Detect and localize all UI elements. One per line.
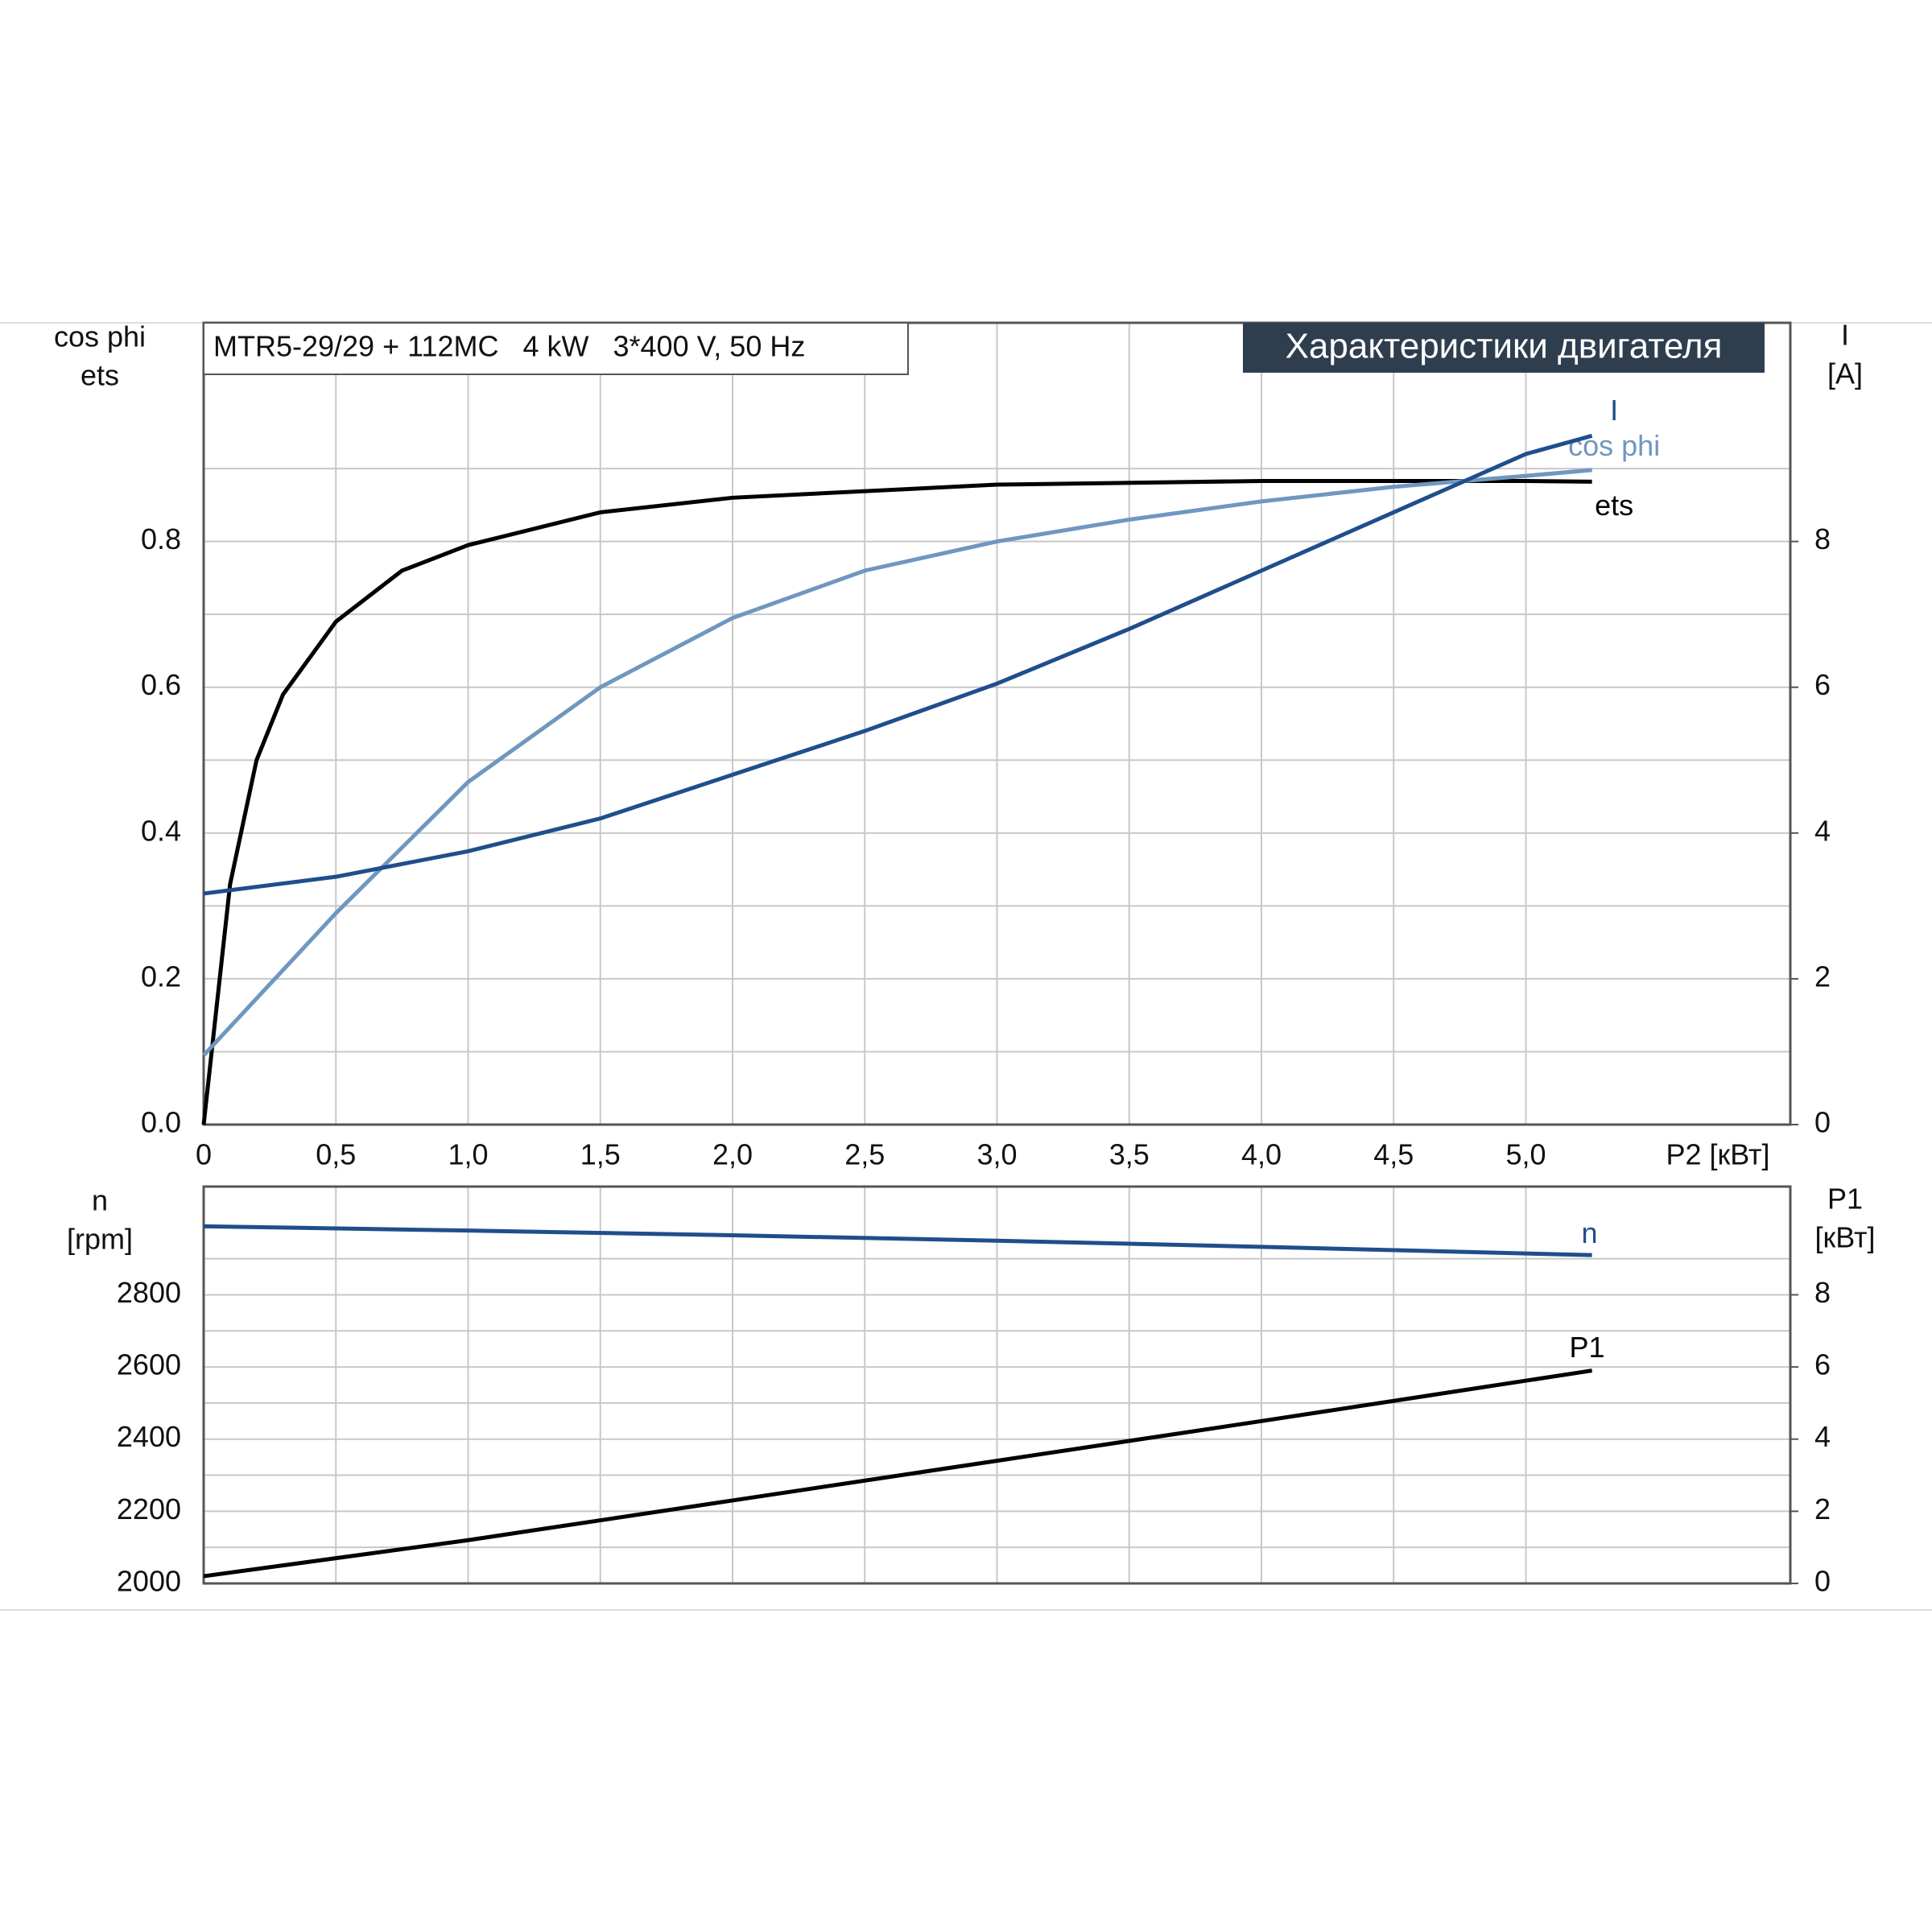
y-axis-label: [rpm] — [67, 1223, 133, 1256]
y2-tick-label: 6 — [1814, 668, 1831, 701]
y2-tick-label: 8 — [1814, 1276, 1831, 1309]
series-line — [201, 478, 1592, 1125]
y-tick-label: 0.6 — [141, 668, 181, 701]
y-axis-label: n — [92, 1184, 108, 1217]
series-label: I — [1610, 394, 1618, 427]
series-label: n — [1582, 1216, 1598, 1249]
x-tick-label: 1,5 — [580, 1138, 621, 1171]
x-tick-label: 5,0 — [1505, 1138, 1546, 1171]
y-axis-label: cos phi — [54, 320, 146, 353]
y2-tick-label: 0 — [1814, 1565, 1831, 1598]
y-tick-label: 0.2 — [141, 960, 181, 993]
y-tick-label: 2600 — [117, 1348, 181, 1381]
y-tick-label: 2800 — [117, 1276, 181, 1309]
y2-tick-label: 4 — [1814, 1420, 1831, 1453]
y-tick-label: 2400 — [117, 1420, 181, 1453]
y2-axis-label: I — [1841, 319, 1849, 352]
series-label: P1 — [1569, 1331, 1604, 1364]
y2-tick-label: 2 — [1814, 960, 1831, 993]
x-axis-label: P2 [кВт] — [1666, 1138, 1769, 1171]
y-tick-label: 0.8 — [141, 522, 181, 555]
series-line — [202, 468, 1592, 1057]
x-tick-label: 1,0 — [448, 1138, 488, 1171]
x-tick-label: 4,0 — [1241, 1138, 1282, 1171]
x-tick-label: 3,0 — [976, 1138, 1017, 1171]
y2-tick-label: 2 — [1814, 1492, 1831, 1525]
series-line — [203, 1368, 1593, 1579]
y2-tick-label: 8 — [1814, 522, 1831, 555]
x-tick-label: 0 — [196, 1138, 212, 1171]
y-axis-label: ets — [80, 359, 119, 392]
header: Характеристики двигателя — [1286, 327, 1723, 366]
chart-title: MTR5-29/29 + 112MC 4 kW 3*400 V, 50 Hz — [213, 330, 805, 363]
series-line — [203, 433, 1593, 896]
series-label: cos phi — [1568, 429, 1660, 462]
y2-axis-label: [кВт] — [1814, 1221, 1875, 1254]
header-box — [1243, 323, 1765, 373]
series-label: ets — [1595, 489, 1633, 522]
x-tick-label: 2,5 — [844, 1138, 885, 1171]
y2-tick-label: 0 — [1814, 1106, 1831, 1139]
y-tick-label: 2200 — [117, 1492, 181, 1525]
y2-axis-label: [A] — [1827, 357, 1863, 390]
y2-axis-label: P1 — [1827, 1183, 1863, 1216]
y2-tick-label: 4 — [1814, 814, 1831, 847]
title-box — [203, 322, 909, 375]
plot-frame — [202, 321, 1792, 1126]
series-line — [203, 1224, 1592, 1257]
x-tick-label: 2,0 — [712, 1138, 753, 1171]
x-tick-label: 4,5 — [1373, 1138, 1414, 1171]
y-tick-label: 2000 — [117, 1565, 181, 1598]
y-tick-label: 0.0 — [141, 1106, 181, 1139]
x-tick-label: 0,5 — [316, 1138, 356, 1171]
y2-tick-label: 6 — [1814, 1348, 1831, 1381]
x-tick-label: 3,5 — [1109, 1138, 1150, 1171]
y-tick-label: 0.4 — [141, 814, 181, 847]
plot-frame — [202, 1185, 1792, 1585]
